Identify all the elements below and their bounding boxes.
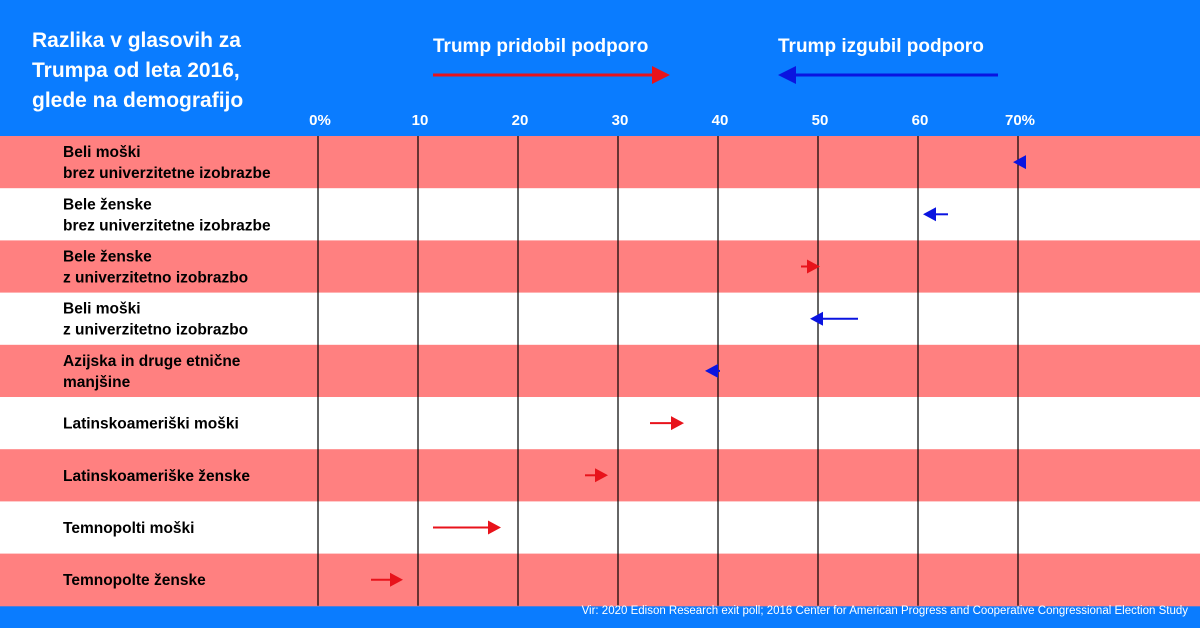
legend-gain-arrow: [433, 66, 670, 84]
category-label-7: Latinskoameriške ženske: [63, 468, 250, 485]
arrow-head: [807, 259, 820, 274]
row-band-1: [0, 136, 1200, 189]
category-label-line: z univerzitetno izobrazbo: [63, 270, 248, 287]
chart-title-line-3: glede na demografijo: [32, 89, 243, 112]
arrow-3: [801, 259, 820, 274]
gridlines: [317, 136, 1019, 606]
row-bands: [0, 136, 1200, 607]
legend-loss-label: Trump izgubil podporo: [778, 36, 984, 57]
category-label-line: Azijska in druge etnične: [63, 353, 241, 370]
source-note: Vir: 2020 Edison Research exit poll; 201…: [582, 605, 1189, 617]
arrow-head: [488, 520, 501, 535]
arrow-9: [371, 572, 403, 587]
category-label-line: Latinskoameriški moški: [63, 416, 239, 433]
arrow-head: [705, 363, 718, 378]
category-label-2: Bele ženske brez univerzitetne izobrazbe: [63, 196, 271, 234]
chart-title-line-1: Razlika v glasovih za: [32, 29, 241, 52]
arrow-head: [810, 311, 823, 326]
x-tick-label: 30: [612, 112, 629, 129]
legend-loss-arrow-head: [778, 66, 796, 84]
category-label-line: Temnopolti moški: [63, 520, 194, 537]
arrow-8: [433, 520, 501, 535]
x-tick-label: 10: [412, 112, 429, 129]
category-label-1: Beli moški brez univerzitetne izobrazbe: [63, 144, 271, 182]
category-label-line: manjšine: [63, 374, 131, 391]
category-labels: Beli moški brez univerzitetne izobrazbeBe…: [63, 144, 271, 589]
arrow-4: [810, 311, 858, 326]
arrow-2: [923, 207, 948, 222]
arrow-7: [585, 468, 608, 483]
row-band-2: [0, 188, 1200, 241]
x-tick-label: 70%: [1005, 112, 1035, 129]
arrow-head: [1013, 155, 1026, 170]
x-tick-label: 50: [812, 112, 829, 129]
row-band-9: [0, 553, 1200, 607]
arrow-head: [671, 416, 684, 431]
chart-title-line-2: Trumpa od leta 2016,: [32, 59, 240, 82]
x-axis-ticks: 0% 10 20 30 40 50 60 70%: [309, 112, 1035, 129]
category-label-4: Beli moški z univerzitetno izobrazbo: [63, 301, 248, 339]
legend-loss-arrow: [778, 66, 998, 84]
legend-gain-label: Trump pridobil podporo: [433, 36, 648, 57]
x-tick-label: 40: [712, 112, 729, 129]
arrow-head: [390, 572, 403, 587]
category-label-9: Temnopolte ženske: [63, 572, 206, 589]
arrow-head: [595, 468, 608, 483]
category-label-6: Latinskoameriški moški: [63, 416, 239, 433]
x-tick-label: 0%: [309, 112, 331, 129]
category-label-5: Azijska in druge etnične manjšine: [63, 353, 241, 391]
row-band-4: [0, 292, 1200, 346]
arrow-5: [705, 363, 720, 378]
row-band-6: [0, 397, 1200, 450]
category-label-3: Bele ženske z univerzitetno izobrazbo: [63, 249, 248, 287]
category-label-line: Latinskoameriške ženske: [63, 468, 250, 485]
category-label-line: Bele ženske: [63, 196, 152, 213]
arrow-head: [923, 207, 936, 222]
row-band-8: [0, 501, 1200, 555]
row-band-5: [0, 344, 1200, 398]
row-band-3: [0, 240, 1200, 294]
data-arrows: [371, 155, 1026, 587]
category-label-line: brez univerzitetne izobrazbe: [63, 165, 271, 182]
x-tick-label: 60: [912, 112, 929, 129]
category-label-line: Beli moški: [63, 144, 141, 161]
x-tick-label: 20: [512, 112, 529, 129]
chart-title: Razlika v glasovih za Trumpa od leta 201…: [32, 29, 247, 112]
category-label-line: brez univerzitetne izobrazbe: [63, 217, 271, 234]
category-label-line: Temnopolte ženske: [63, 572, 206, 589]
category-label-line: z univerzitetno izobrazbo: [63, 322, 248, 339]
arrow-1: [1013, 155, 1026, 170]
legend-gain-arrow-head: [652, 66, 670, 84]
arrow-6: [650, 416, 684, 431]
category-label-8: Temnopolti moški: [63, 520, 194, 537]
category-label-line: Beli moški: [63, 301, 141, 318]
category-label-line: Bele ženske: [63, 249, 152, 266]
